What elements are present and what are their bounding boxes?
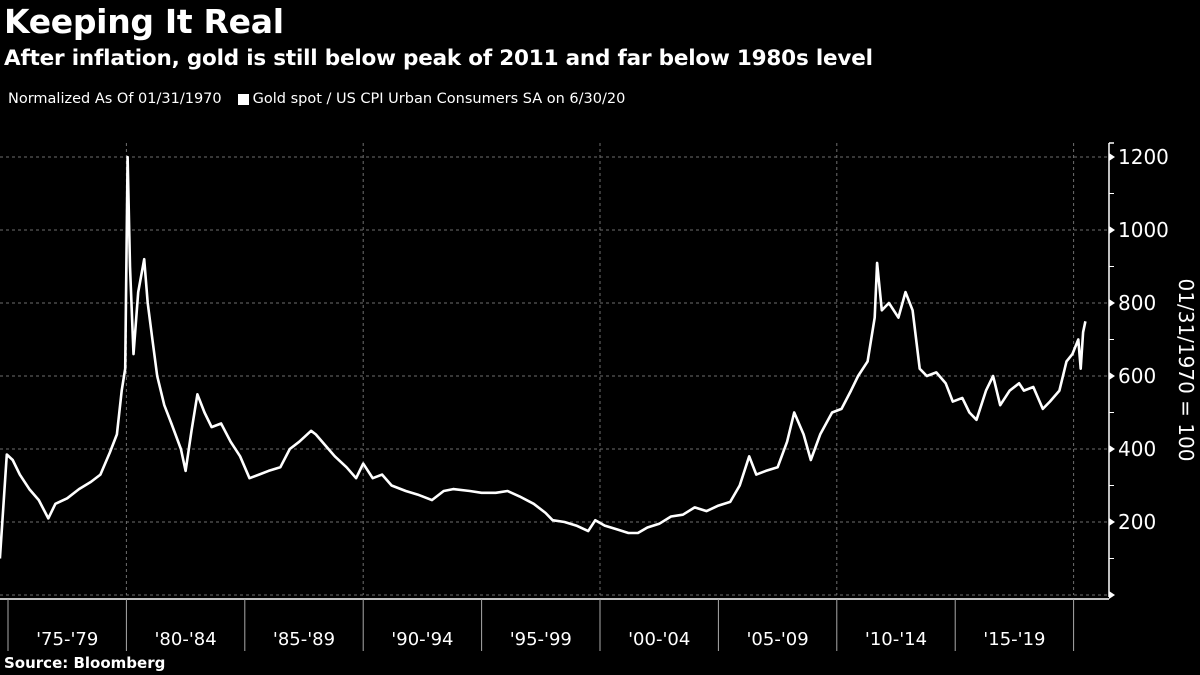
- y-axis-title: 01/31/1970 = 100: [1174, 278, 1198, 462]
- normalization-note: Normalized As Of 01/31/1970: [8, 91, 222, 107]
- legend-label: Gold spot / US CPI Urban Consumers SA on…: [252, 91, 626, 107]
- y-tick-label: 800: [1118, 291, 1156, 315]
- y-tick-marker-0: [1109, 591, 1115, 599]
- chart-subtitle: After inflation, gold is still below pea…: [4, 46, 873, 71]
- x-axis: '75-'79 '80-'84 '85-'89 '90-'94 '95-'99 '00-'…: [0, 598, 1109, 651]
- y-tick-marker-1000: [1109, 226, 1115, 234]
- y-tick-marker-400: [1109, 445, 1115, 453]
- x-tick-label: '05-'09: [746, 629, 808, 650]
- source-note: Source: Bloomberg: [4, 654, 166, 672]
- x-tick-label: '15-'19: [983, 629, 1045, 650]
- y-tick-marker-800: [1109, 299, 1115, 307]
- x-tick-label: '00-'04: [628, 629, 690, 650]
- y-tick-marker-200: [1109, 518, 1115, 526]
- x-tick-label: '10-'14: [865, 629, 927, 650]
- x-tick-label: '90-'94: [391, 629, 453, 650]
- chart-title: Keeping It Real: [4, 2, 284, 41]
- series-line-gold-cpi: [0, 155, 1087, 559]
- x-tick-label: '95-'99: [510, 629, 572, 650]
- gridlines: [0, 143, 1109, 596]
- y-tick-label: 200: [1118, 510, 1156, 534]
- x-tick-label: '85-'89: [273, 629, 335, 650]
- legend-swatch-icon: [237, 93, 249, 105]
- x-tick-label: '75-'79: [36, 629, 98, 650]
- y-tick-marker-600: [1109, 372, 1115, 380]
- y-tick-label: 1000: [1118, 218, 1169, 242]
- x-tick-label: '80-'84: [154, 629, 216, 650]
- y-tick-label: 1200: [1118, 145, 1169, 169]
- legend: Normalized As Of 01/31/1970 Gold spot / …: [8, 91, 625, 107]
- y-tick-marker-1200: [1109, 153, 1115, 161]
- y-axis: 200 400 600 800 1000 1200: [1108, 142, 1169, 599]
- y-tick-label: 400: [1118, 437, 1156, 461]
- y-tick-label: 600: [1118, 364, 1156, 388]
